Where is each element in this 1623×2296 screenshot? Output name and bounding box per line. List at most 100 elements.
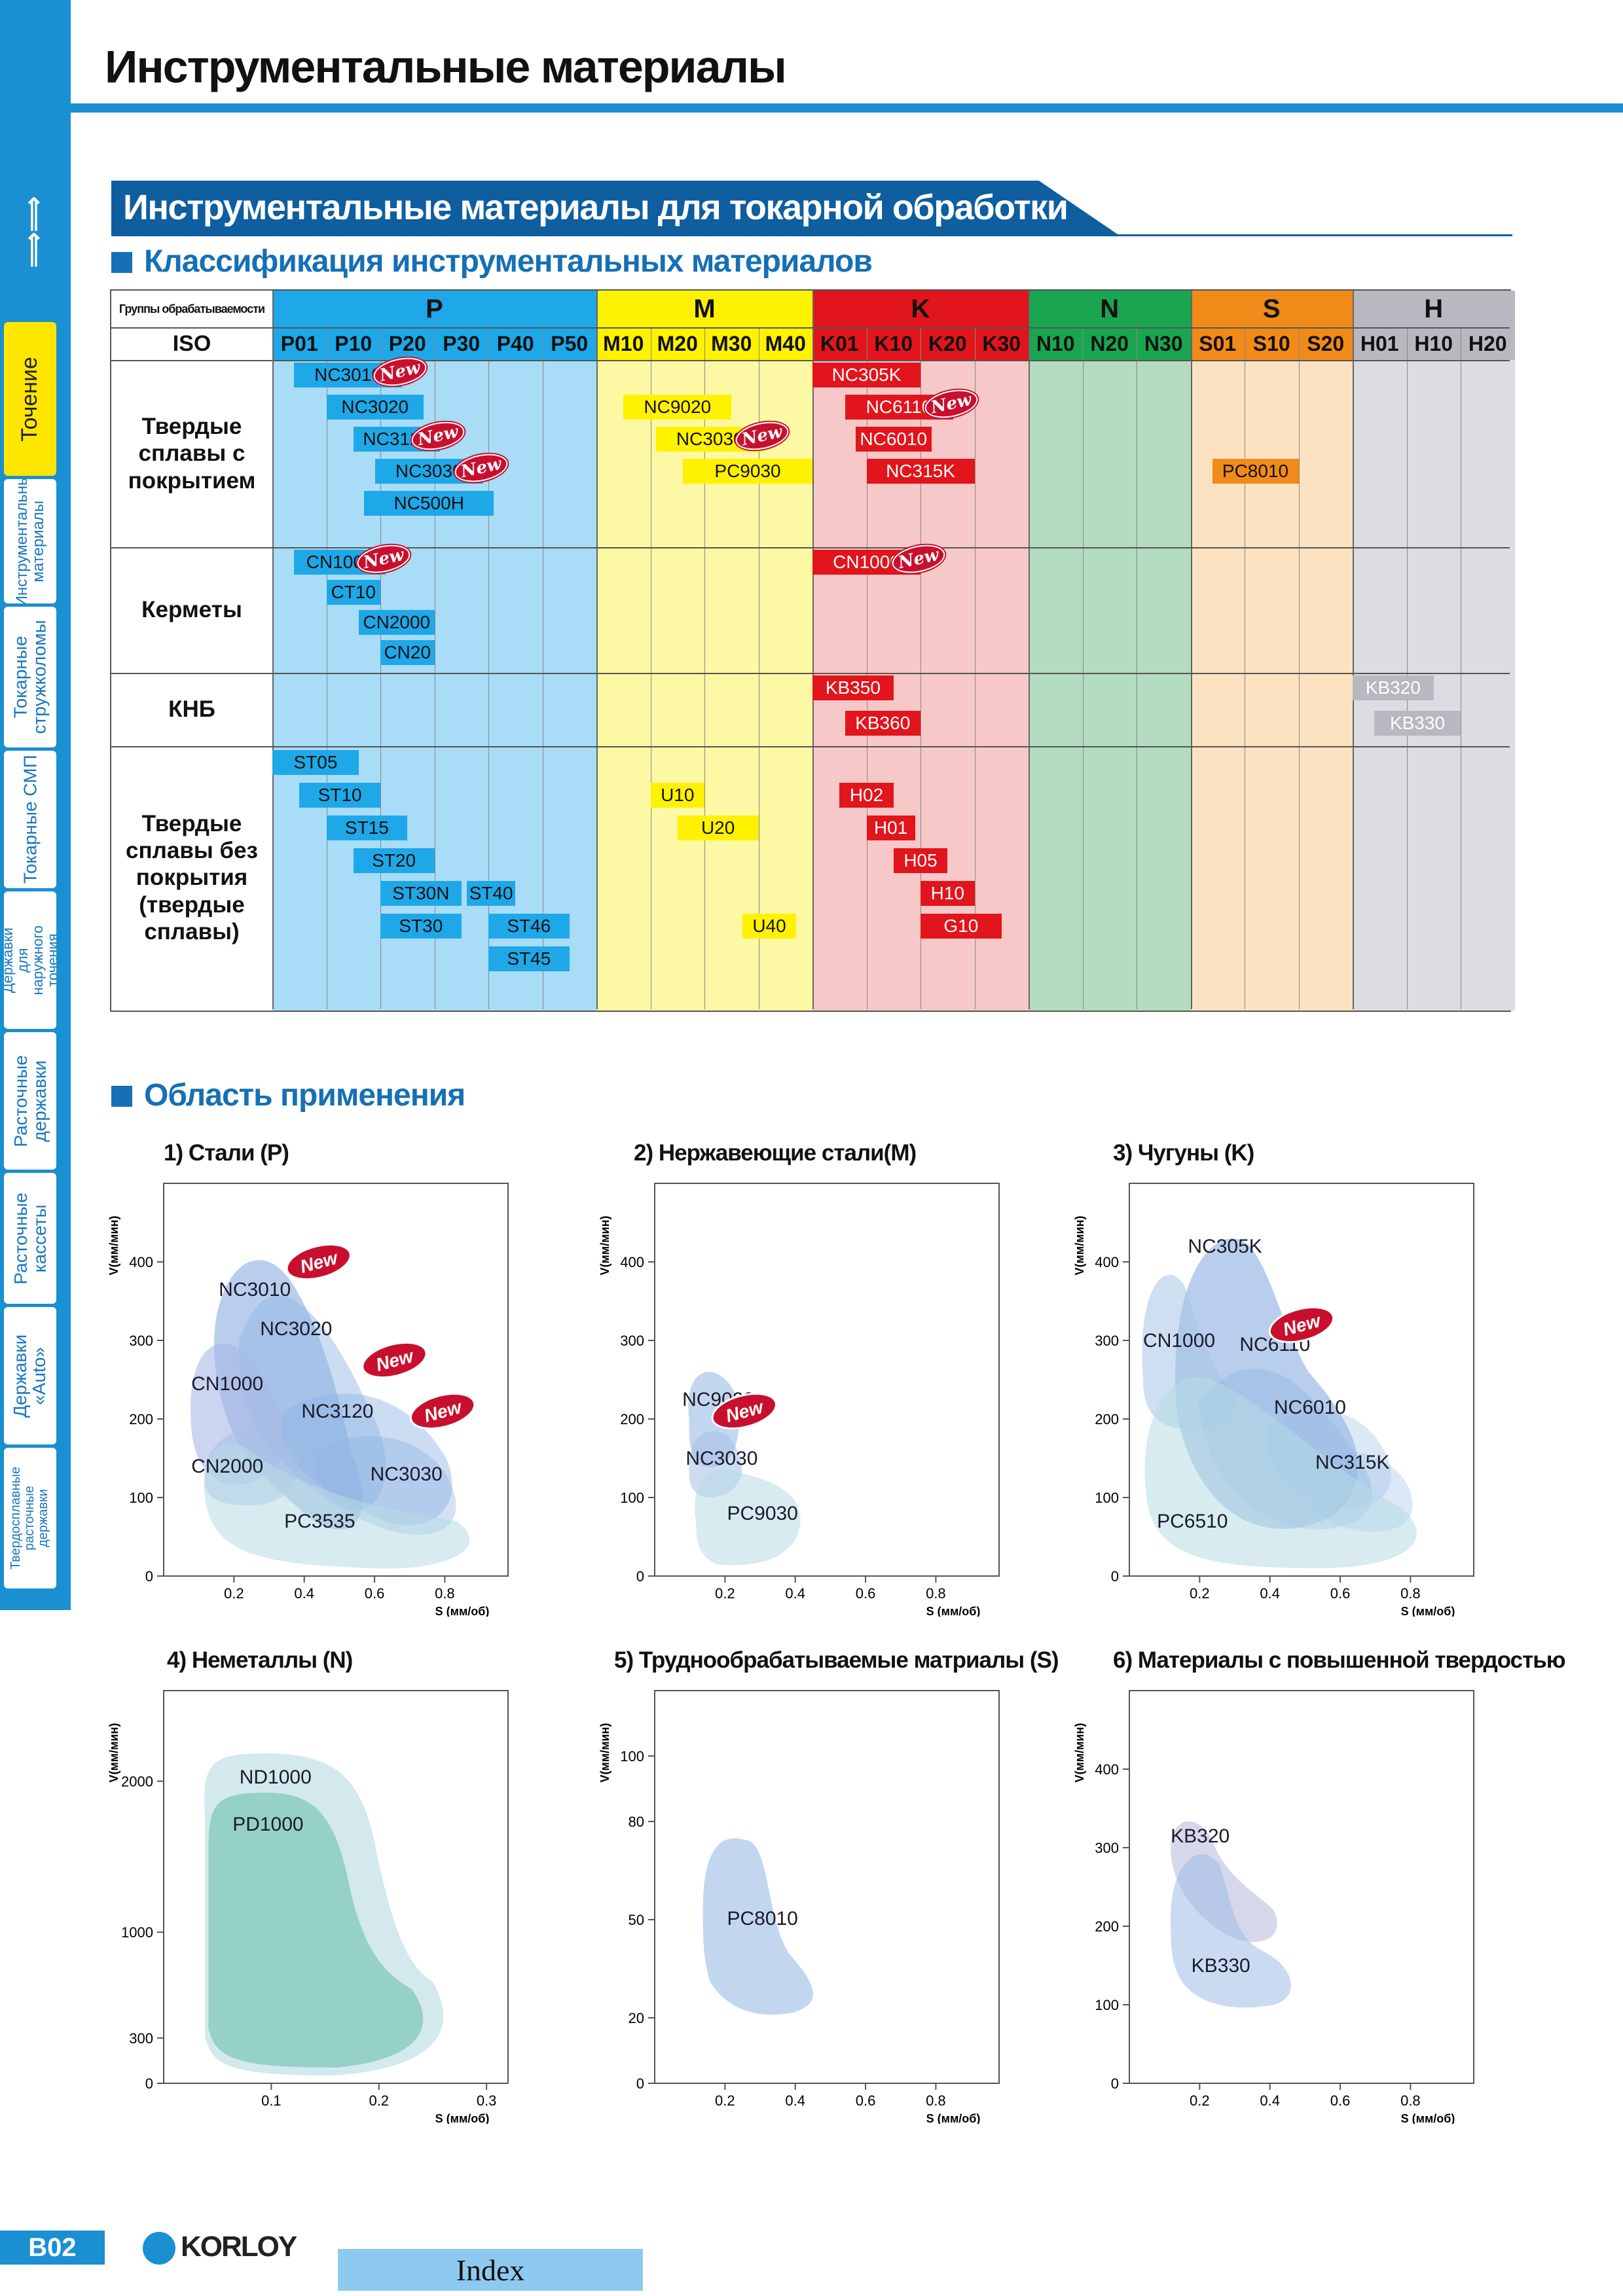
x-axis-label: S (мм/об): [926, 2112, 981, 2124]
tab-turning-inserts[interactable]: Токарные СМП: [3, 749, 58, 889]
chart-title: 4) Неметаллы (N): [167, 1647, 353, 1673]
application-heading-text: Область применения: [144, 1078, 465, 1113]
tab-carbide-boring-bars[interactable]: Твердосплавные расточные державки: [3, 1446, 58, 1590]
x-tick-label: 0.2: [715, 2092, 735, 2109]
x-axis-label: S (мм/об): [435, 2112, 490, 2124]
square-bullet-icon: [111, 1086, 132, 1107]
tab-tool-materials[interactable]: Инструментальные материалы: [3, 478, 58, 605]
chart-title: 3) Чугуны (K): [1113, 1140, 1254, 1166]
grade-bar: CN2000: [359, 610, 435, 635]
iso-code: K20: [921, 327, 975, 360]
tab-auto-holders[interactable]: Державки «Auto»: [3, 1306, 58, 1446]
y-tick-label: 100: [1095, 1490, 1119, 1506]
row-label: Керметы: [141, 597, 242, 623]
x-tick-label: 0.6: [1330, 2092, 1351, 2109]
y-tick-label: 300: [129, 1333, 153, 1349]
y-tick-label: 200: [620, 1411, 644, 1427]
y-tick-label: 200: [1095, 1918, 1119, 1935]
grade-bar: KB330: [1374, 711, 1461, 736]
side-navigation: ⟸⟸ Точение Инструментальные материалы То…: [0, 0, 71, 1610]
x-axis-label: S (мм/об): [1401, 1605, 1455, 1617]
x-tick-label: 0.2: [1190, 1585, 1210, 1602]
section-banner: Инструментальные материалы для токарной …: [111, 181, 1120, 236]
grade-bar: H02: [839, 783, 894, 808]
row-divider: [111, 746, 1510, 747]
tab-label: Точение: [17, 356, 43, 442]
row-label: КНБ: [168, 696, 215, 723]
classification-table: P P01 P10 P20 P30 P40 P50 M M10 M20 M30 M40 K K01 K10 K…: [110, 289, 1515, 1012]
group-column-s: [1190, 291, 1353, 1011]
classification-heading: Классификация инструментальных материало…: [111, 243, 873, 279]
y-tick-label: 100: [129, 1490, 153, 1506]
iso-code: P40: [488, 327, 543, 360]
x-axis-label: S (мм/об): [435, 1605, 490, 1617]
x-tick-label: 0.6: [856, 2092, 876, 2109]
region-label: NC3020: [260, 1318, 332, 1340]
group-divider: [1029, 291, 1030, 1009]
chart-title: 6) Материалы с повышенной твердостью: [1113, 1647, 1566, 1673]
region-label: ND1000: [240, 1767, 312, 1788]
column-divider: [704, 327, 705, 1009]
tab-turning[interactable]: Точение: [3, 321, 58, 477]
grade-bar: ST05: [272, 750, 359, 775]
grade-bar: NC305K: [812, 363, 921, 387]
grade-bar: ST15: [326, 816, 408, 840]
group-divider: [1190, 291, 1192, 1009]
application-region: [695, 1469, 800, 1565]
group-divider: [812, 291, 814, 1009]
tab-external-holders[interactable]: Державки для наружного точения: [3, 890, 58, 1030]
tab-boring-cartridges[interactable]: Расточные кассеты: [3, 1172, 58, 1305]
group-divider: [596, 291, 598, 1009]
y-tick-label: 300: [1095, 1840, 1119, 1856]
grade-bar: ST10: [299, 783, 380, 808]
group-header-m: M: [596, 291, 812, 327]
grade-bar: PC9030: [683, 459, 812, 484]
back-arrows-icon[interactable]: ⟸⟸: [20, 196, 48, 268]
column-divider: [380, 327, 381, 1009]
grade-bar: NC9020: [623, 395, 732, 420]
row-divider: [111, 673, 1510, 674]
iso-code: P01: [272, 327, 327, 360]
x-tick-label: 0.6: [365, 1585, 385, 1602]
tab-boring-bars[interactable]: Расточные державки: [3, 1031, 58, 1171]
x-tick-label: 0.2: [369, 2092, 389, 2109]
y-axis-label: V(мм/мин): [1073, 1723, 1086, 1783]
y-tick-label: 100: [1095, 1997, 1119, 2013]
column-divider: [1406, 327, 1408, 1009]
y-axis-label: V(мм/мин): [598, 1723, 611, 1783]
page-title: Инструментальные материалы: [105, 41, 787, 92]
x-tick-label: 0.8: [1400, 1585, 1421, 1602]
y-tick-label: 0: [145, 1568, 153, 1585]
iso-code: H10: [1406, 327, 1461, 360]
tab-chipbreakers[interactable]: Токарные стружколомы: [3, 605, 58, 749]
x-tick-label: 0.4: [294, 1585, 314, 1602]
x-axis-label: S (мм/об): [926, 1605, 981, 1617]
region-group: [703, 1839, 813, 2015]
grade-bar: ST30: [380, 914, 462, 939]
grade-bar: KB360: [845, 711, 921, 736]
chart-title: 2) Нержавеющие стали(M): [634, 1140, 917, 1166]
section-title: Инструментальные материалы для токарной …: [123, 188, 1068, 227]
y-tick-label: 80: [629, 1814, 644, 1830]
region-label: CN1000: [191, 1373, 263, 1395]
application-chart: 0 100 200 300 400 0.2 0.4 0.6 0.8 V(мм/мин) S (мм/…: [1073, 1183, 1474, 1617]
iso-code: P30: [434, 327, 488, 360]
index-button[interactable]: Index: [338, 2249, 643, 2291]
region-label: NC315K: [1315, 1452, 1389, 1473]
y-tick-label: 400: [620, 1254, 644, 1270]
region-label: NC3120: [301, 1401, 373, 1422]
section-divider: [111, 234, 1512, 236]
korloy-logo-icon: [143, 2232, 175, 2265]
grade-bar: NC315K: [866, 459, 975, 484]
region-label: PC9030: [727, 1503, 797, 1524]
region-label: NC3030: [685, 1448, 757, 1469]
tab-label: Инструментальные материалы: [12, 478, 47, 605]
region-label: PC8010: [727, 1908, 797, 1929]
grade-bar: NC6010: [856, 427, 932, 452]
x-tick-label: 0.4: [1260, 2092, 1280, 2109]
group-header-n: N: [1029, 291, 1191, 327]
y-tick-label: 50: [629, 1912, 644, 1928]
group-column-h: [1353, 291, 1515, 1011]
y-tick-label: 300: [1095, 1333, 1119, 1349]
region-label: CN2000: [191, 1456, 263, 1477]
